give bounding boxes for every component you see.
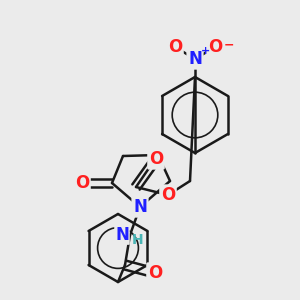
Text: O: O: [161, 186, 175, 204]
Text: H: H: [132, 233, 144, 247]
Text: O: O: [75, 174, 89, 192]
Text: O: O: [149, 150, 163, 168]
Text: N: N: [133, 198, 147, 216]
Text: N: N: [188, 50, 202, 68]
Text: N: N: [115, 226, 129, 244]
Text: −: −: [224, 38, 234, 52]
Text: O: O: [148, 264, 162, 282]
Text: +: +: [200, 46, 210, 56]
Text: O: O: [168, 38, 182, 56]
Text: O: O: [208, 38, 222, 56]
